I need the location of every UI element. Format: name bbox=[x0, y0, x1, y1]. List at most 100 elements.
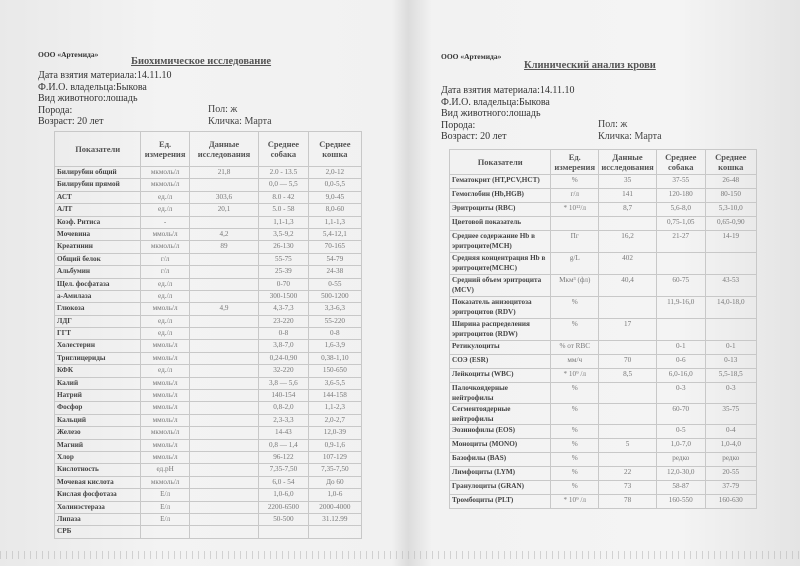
unit: ед./л bbox=[140, 364, 190, 378]
animal-name: Кличка: Марта bbox=[598, 131, 662, 142]
indicator-name: Магний bbox=[53, 438, 142, 453]
result-value bbox=[188, 463, 260, 477]
indicator-name: Моноциты (MONO) bbox=[448, 438, 552, 453]
unit: ед./л bbox=[140, 289, 190, 304]
indicator-name: Альбумин bbox=[53, 265, 142, 279]
dog-reference: 21-27 bbox=[655, 230, 706, 253]
result-value bbox=[598, 382, 657, 404]
result-value: 5 bbox=[598, 438, 657, 453]
cat-reference: 1,1-1,3 bbox=[307, 215, 363, 229]
table-row: Палочкоядерные нейтрофилы% 0-3 0-3 bbox=[448, 382, 758, 404]
indicator-name: Билирубин прямой bbox=[53, 178, 142, 192]
unit: ммоль/л bbox=[140, 389, 190, 403]
indicator-name: КФК bbox=[53, 364, 142, 378]
indicator-name: Кислая фосфотаза bbox=[53, 488, 142, 502]
cat-reference: 0-8 bbox=[307, 327, 363, 341]
indicator-name: Калий bbox=[53, 376, 142, 391]
indicator-name: Лимфоциты (LYM) bbox=[448, 466, 552, 481]
owner-name: Ф.И.О. владельца:Быкова bbox=[38, 81, 147, 93]
cat-reference: 35-75 bbox=[704, 403, 758, 425]
cat-reference: 7,35-7,50 bbox=[307, 463, 363, 477]
cat-reference: 1,1-2,3 bbox=[307, 401, 363, 415]
cat-reference: 12,0-39 bbox=[307, 426, 363, 440]
dog-reference: 1,0-6,0 bbox=[258, 488, 309, 502]
unit: % bbox=[550, 480, 600, 495]
unit: % bbox=[550, 452, 600, 467]
cat-reference: 0-55 bbox=[307, 277, 363, 291]
unit: Пг bbox=[550, 230, 600, 253]
table-row: Тромбоциты (PLT) * 10⁹ /л 78 160-550 160-630 bbox=[448, 494, 758, 509]
result-value bbox=[188, 178, 260, 192]
result-value: 4,2 bbox=[188, 227, 260, 242]
result-value: 70 bbox=[598, 354, 657, 369]
result-value bbox=[188, 289, 260, 304]
result-value bbox=[188, 351, 260, 366]
indicator-name: Эозинофилы (EOS) bbox=[448, 424, 552, 439]
result-value bbox=[188, 265, 260, 279]
indicator-name: Мочевая кислота bbox=[53, 475, 142, 490]
org-name: ООО «Артемида» bbox=[38, 50, 99, 59]
table-row: Магний ммоль/л 0,8 — 1,4 0,9-1,6 bbox=[53, 438, 363, 453]
result-value: 16,2 bbox=[598, 230, 657, 253]
table-row: Базофилы (BAS)% редко редко bbox=[448, 452, 758, 467]
table-row: Натрий ммоль/л 140-154 144-158 bbox=[53, 389, 363, 403]
unit: % bbox=[550, 466, 600, 481]
scan-edge bbox=[0, 551, 800, 559]
result-value: 303,6 bbox=[188, 190, 260, 205]
cat-reference: 1,6-3,9 bbox=[307, 339, 363, 353]
cat-reference: 43-53 bbox=[704, 274, 758, 297]
indicator-name: Ширина распределения эритроцитов (RDW) bbox=[448, 318, 552, 341]
result-value: 89 bbox=[188, 240, 260, 254]
cat-reference: редко bbox=[704, 452, 758, 467]
unit: ммоль/л bbox=[140, 339, 190, 353]
unit: ммоль/л bbox=[140, 438, 190, 453]
dog-reference: 1,0-7,0 bbox=[655, 438, 706, 453]
indicator-name: Кальций bbox=[53, 413, 142, 428]
indicator-name: Липаза bbox=[53, 512, 142, 527]
column-header: Показатели bbox=[53, 131, 142, 167]
column-header: Среднее собака bbox=[655, 149, 706, 175]
result-value: 21,8 bbox=[188, 165, 260, 180]
table-row: Лейкоциты (WBC) * 10⁹ /л 8,5 6,0-16,0 5,5-18… bbox=[448, 368, 758, 383]
table-row: Гранулоциты (GRAN)% 73 58-87 37-79 bbox=[448, 480, 758, 495]
dog-reference: 60-70 bbox=[655, 403, 706, 425]
sample-date: Дата взятия материала:14.11.10 bbox=[441, 85, 575, 96]
table-row: Коэф. Ритиса - 1,1-1,3 1,1-1,3 bbox=[53, 215, 363, 229]
table-row: Калий ммоль/л 3,8 — 5,6 3,6-5,5 bbox=[53, 376, 363, 391]
cat-reference: 144-158 bbox=[307, 389, 363, 403]
cat-reference: 3,3-6,3 bbox=[307, 302, 363, 316]
table-row: Моноциты (MONO)% 5 1,0-7,0 1,0-4,0 bbox=[448, 438, 758, 453]
column-header: Среднее кошка bbox=[704, 149, 758, 175]
unit: ммоль/л bbox=[140, 227, 190, 242]
unit: ммоль/л bbox=[140, 450, 190, 465]
indicator-name: Билирубин общий bbox=[53, 165, 142, 180]
dog-reference: 300-1500 bbox=[258, 289, 309, 304]
cat-reference: 0-4 bbox=[704, 424, 758, 439]
dog-reference: 2.0 - 13.5 bbox=[258, 165, 309, 180]
unit: ед./л bbox=[140, 277, 190, 291]
dog-reference bbox=[655, 318, 706, 341]
indicator-name: Сегментоядерные нейтрофилы bbox=[448, 403, 552, 425]
dog-reference: 0,8-2,0 bbox=[258, 401, 309, 415]
table-row: Холестерин ммоль/л 3,8-7,0 1,6-3,9 bbox=[53, 339, 363, 353]
dog-reference: 0-70 bbox=[258, 277, 309, 291]
dog-reference: 50-500 bbox=[258, 512, 309, 527]
cat-reference: 3,6-5,5 bbox=[307, 376, 363, 391]
indicator-name: Ретикулоциты bbox=[448, 340, 552, 355]
indicator-name: Гемоглобин (Hb,HGB) bbox=[448, 188, 552, 203]
cat-reference: 5,4-12,1 bbox=[307, 227, 363, 242]
unit: ед./л bbox=[140, 327, 190, 341]
indicator-name: Холинэстераза bbox=[53, 500, 142, 514]
cat-reference bbox=[704, 252, 758, 275]
unit: ед./л bbox=[140, 190, 190, 205]
dog-reference: 7,35-7,50 bbox=[258, 463, 309, 477]
result-value: 4,9 bbox=[188, 302, 260, 316]
dog-reference: 26-130 bbox=[258, 240, 309, 254]
indicator-name: Холестерин bbox=[53, 339, 142, 353]
cat-reference: 70-165 bbox=[307, 240, 363, 254]
unit: Е/л bbox=[140, 512, 190, 527]
cat-reference bbox=[704, 318, 758, 341]
table-row: Гематокрит (HT,PCV,HCT)% 35 37-55 26-48 bbox=[448, 174, 758, 189]
dog-reference: 3,8-7,0 bbox=[258, 339, 309, 353]
result-value bbox=[188, 525, 260, 539]
